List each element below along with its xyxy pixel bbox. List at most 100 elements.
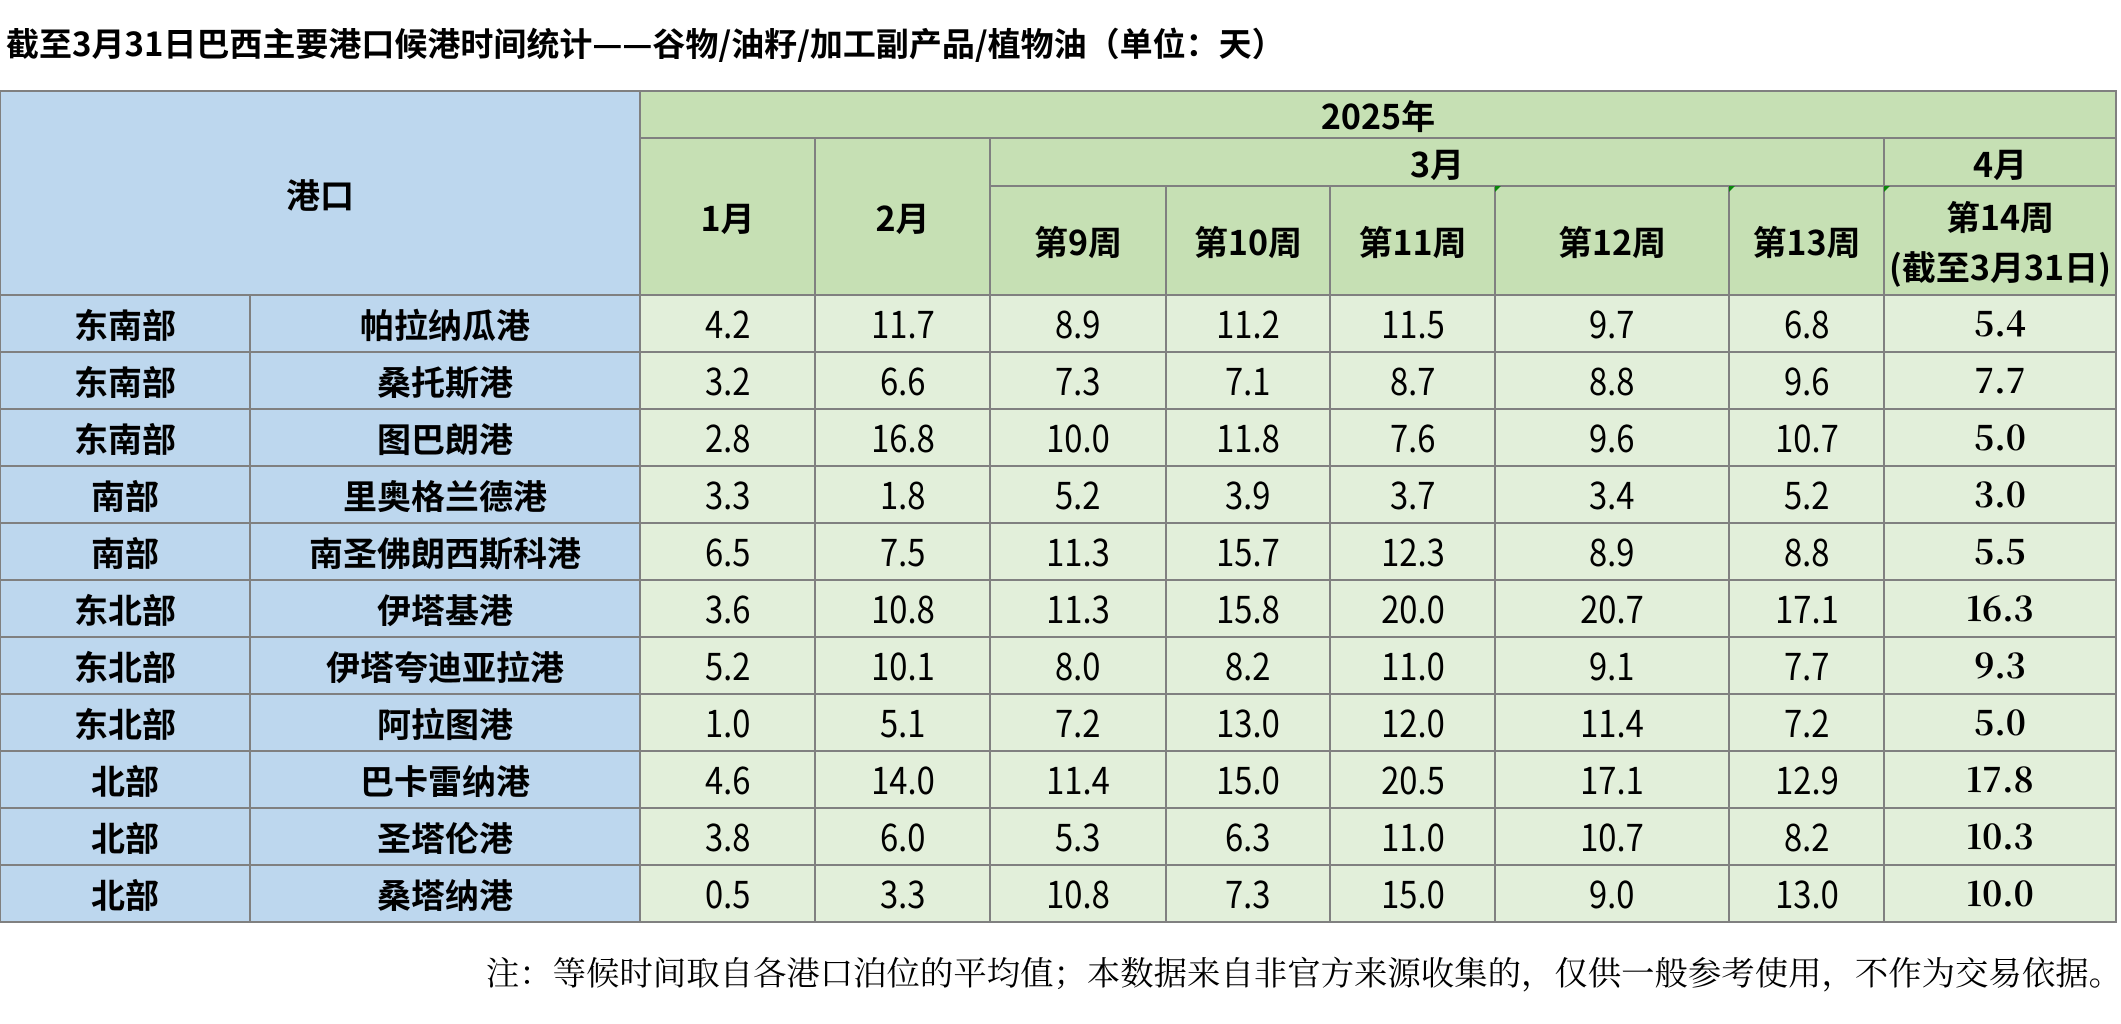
value-text: 20.7 [1580, 579, 1644, 634]
value-text: 5.5 [1974, 525, 2026, 574]
value-cell: 11.8 [1167, 409, 1329, 465]
region-cell: 东南部 [1, 353, 249, 408]
value-cell: 6.8 [1730, 295, 1883, 351]
header-week-12: 第12周 [1495, 186, 1728, 294]
value-cell: 8.9 [1496, 522, 1728, 579]
header-year-2025: 2025年 [641, 90, 2115, 139]
value-text: 11.5 [1380, 294, 1445, 349]
value-text: 7.5 [879, 522, 926, 577]
port-cell: 图巴朗港 [251, 410, 639, 465]
value-cell: 6.0 [816, 807, 989, 864]
value-text: 11.0 [1380, 636, 1445, 691]
value-cell: 5.5 [1885, 524, 2115, 579]
value-text: 7.7 [1783, 636, 1830, 691]
port-cell: 桑托斯港 [251, 353, 639, 408]
value-text: 1.8 [879, 465, 926, 520]
value-cell: 10.3 [1885, 809, 2115, 864]
value-cell: 6.3 [1167, 808, 1329, 864]
value-cell: 12.3 [1331, 522, 1494, 579]
region-cell: 东北部 [1, 638, 249, 693]
value-text: 8.0 [1055, 636, 1101, 691]
value-cell: 9.7 [1496, 295, 1728, 351]
value-text: 14.0 [870, 750, 935, 805]
value-text: 8.8 [1589, 351, 1635, 406]
value-cell: 7.2 [1730, 694, 1883, 750]
value-cell: 8.7 [1331, 352, 1494, 408]
port-cell: 里奥格兰德港 [251, 467, 639, 522]
value-cell: 3.2 [641, 351, 814, 408]
value-cell: 13.0 [1730, 865, 1883, 921]
value-cell: 10.0 [991, 409, 1165, 465]
value-text: 11.4 [1046, 750, 1110, 805]
value-cell: 3.0 [1885, 467, 2115, 522]
value-cell: 10.7 [1730, 408, 1883, 465]
value-text: 11.3 [1046, 522, 1110, 577]
header-week-13-label: 第13周 [1752, 216, 1861, 265]
value-cell: 5.2 [1730, 466, 1883, 522]
value-text: 16.3 [1966, 582, 2034, 631]
value-text: 6.0 [879, 807, 926, 862]
value-text: 15.0 [1380, 864, 1445, 919]
value-text: 4.6 [704, 750, 751, 805]
value-cell: 1.0 [641, 694, 814, 750]
value-text: 9.6 [1783, 351, 1830, 406]
value-cell: 5.3 [991, 808, 1165, 864]
header-week-11: 第11周 [1331, 187, 1494, 294]
value-cell: 6.6 [816, 352, 989, 408]
value-cell: 7.3 [991, 352, 1165, 408]
value-cell: 15.0 [1331, 864, 1494, 921]
value-text: 7.6 [1389, 408, 1436, 463]
header-week-14-line1: 第14周 [1945, 190, 2055, 240]
value-cell: 5.2 [641, 636, 814, 693]
value-text: 5.2 [704, 636, 751, 691]
port-cell: 巴卡雷纳港 [251, 752, 639, 807]
value-cell: 17.1 [1730, 580, 1883, 636]
value-text: 8.9 [1055, 294, 1101, 349]
value-cell: 11.7 [816, 294, 989, 351]
value-cell: 7.7 [1730, 636, 1883, 693]
region-cell: 北部 [1, 809, 249, 864]
value-cell: 17.1 [1496, 751, 1728, 807]
value-text: 12.3 [1380, 522, 1445, 577]
value-cell: 7.2 [991, 694, 1165, 750]
value-cell: 3.3 [816, 864, 989, 921]
value-cell: 10.8 [816, 579, 989, 636]
port-cell: 桑塔纳港 [251, 866, 639, 921]
error-indicator-icon [1495, 186, 1501, 192]
value-text: 3.3 [879, 864, 926, 919]
port-cell: 南圣佛朗西斯科港 [251, 524, 639, 579]
value-cell: 3.4 [1496, 466, 1728, 522]
value-cell: 4.2 [641, 295, 814, 351]
value-cell: 8.2 [1730, 808, 1883, 864]
value-cell: 10.7 [1496, 808, 1728, 864]
value-cell: 4.6 [641, 750, 814, 807]
header-week-10: 第10周 [1167, 187, 1329, 294]
value-cell: 7.5 [816, 522, 989, 579]
value-text: 10.7 [1774, 408, 1839, 463]
value-cell: 8.0 [991, 636, 1165, 693]
value-cell: 5.0 [1885, 695, 2115, 750]
value-cell: 14.0 [816, 750, 989, 807]
value-cell: 20.0 [1331, 580, 1494, 636]
header-week-14-line2: (截至3月31日) [1889, 240, 2111, 290]
value-text: 3.9 [1225, 465, 1271, 520]
value-cell: 11.2 [1167, 295, 1329, 351]
value-text: 11.7 [870, 294, 935, 349]
value-cell: 7.7 [1885, 353, 2115, 408]
region-cell: 北部 [1, 866, 249, 921]
value-cell: 7.1 [1167, 352, 1329, 408]
value-cell: 11.3 [991, 522, 1165, 579]
error-indicator-icon [1729, 186, 1735, 192]
value-text: 10.1 [870, 636, 935, 691]
value-cell: 11.4 [991, 750, 1165, 807]
value-text: 10.8 [870, 579, 935, 634]
region-cell: 东北部 [1, 581, 249, 636]
value-text: 10.3 [1966, 810, 2034, 859]
value-text: 5.0 [1974, 696, 2026, 745]
value-cell: 15.0 [1167, 751, 1329, 807]
value-cell: 5.1 [816, 694, 989, 750]
value-text: 3.2 [704, 351, 751, 406]
value-text: 3.0 [1974, 468, 2026, 517]
value-text: 8.9 [1589, 522, 1635, 577]
port-cell: 圣塔伦港 [251, 809, 639, 864]
